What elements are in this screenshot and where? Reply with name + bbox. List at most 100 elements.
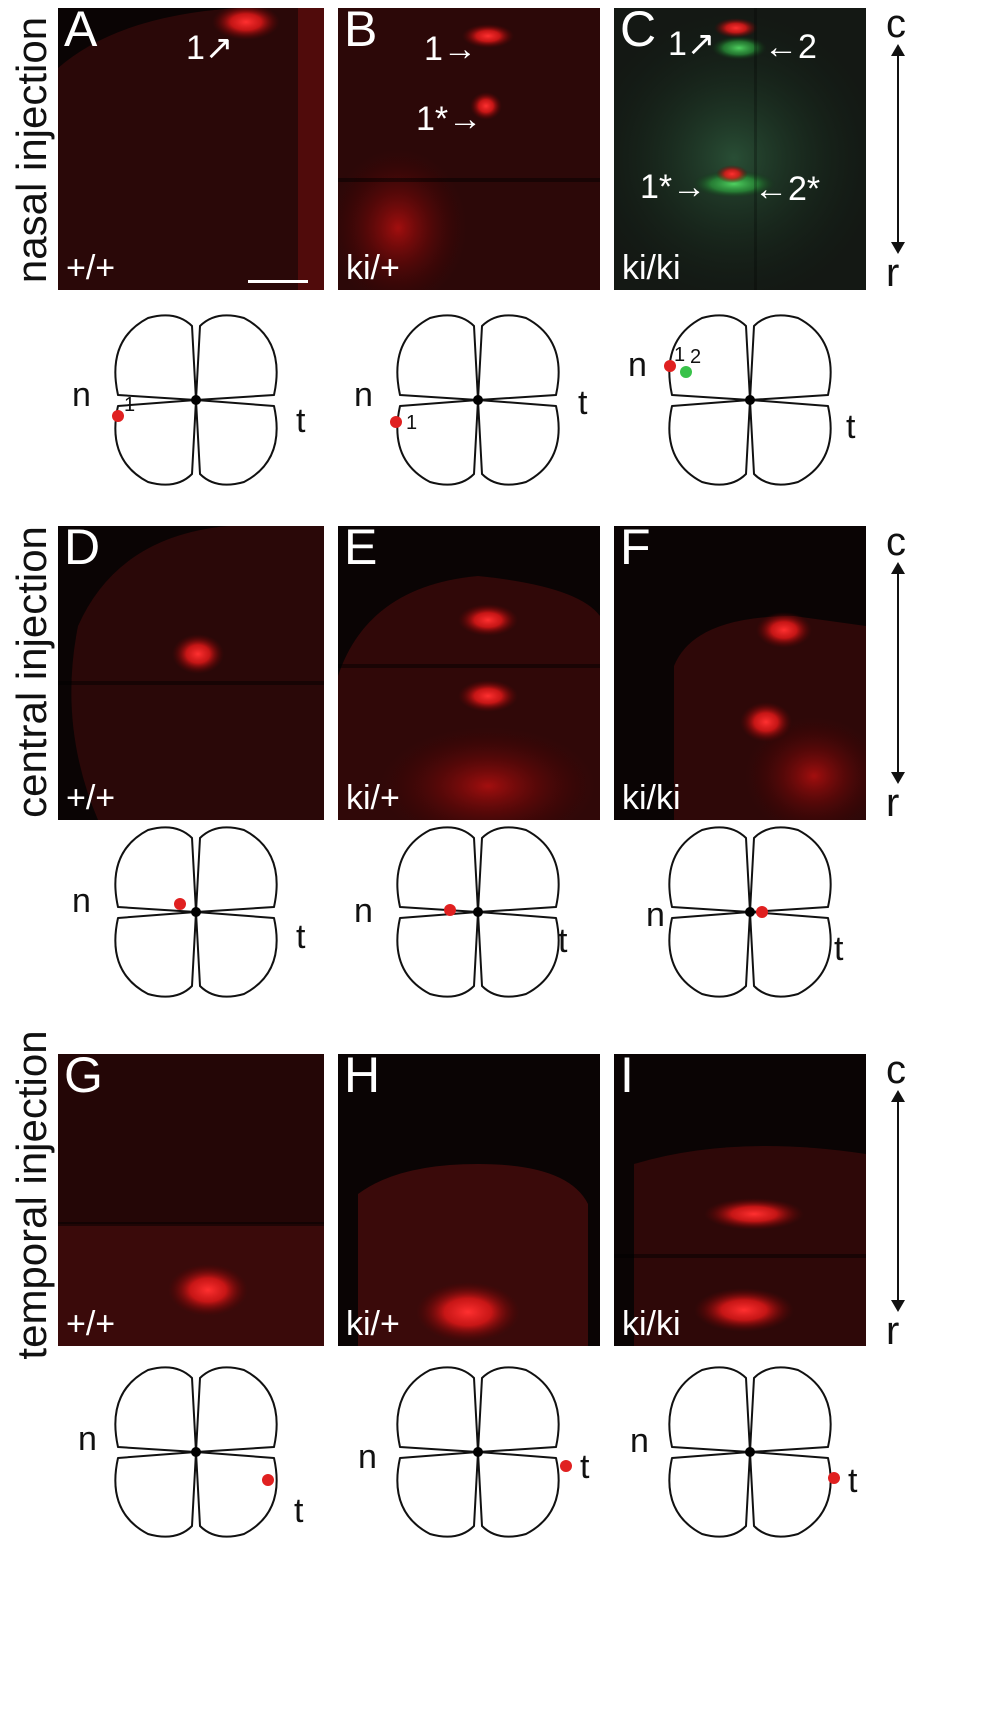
panel-a-letter: A xyxy=(64,8,98,57)
injection-site xyxy=(560,1460,572,1472)
panel-b-spot-1 xyxy=(462,24,514,48)
panel-c-spot-1-star xyxy=(716,165,748,183)
axis-rostral-label: r xyxy=(886,1309,900,1353)
injection-site xyxy=(444,904,456,916)
nasal-label: n xyxy=(72,376,91,414)
panel-g-fluorescence xyxy=(58,1054,324,1346)
optic-disk xyxy=(473,907,483,917)
temporal-label: t xyxy=(848,1462,858,1500)
panel-c-micrograph: C 1↗ ←2 1*→ ←2* ki/ki xyxy=(614,8,866,290)
panel-g-genotype: +/+ xyxy=(66,1305,116,1343)
optic-disk xyxy=(473,1447,483,1457)
panel-c-fluorescence xyxy=(614,8,866,290)
nasal-label: n xyxy=(354,376,373,414)
retina-diagram-i: n t xyxy=(630,1352,860,1552)
injection-site-1 xyxy=(664,360,676,372)
axis-caudal-rostral-row-3: c r xyxy=(878,1048,918,1354)
panel-i-genotype: ki/ki xyxy=(622,1305,681,1343)
panel-a-micrograph: A 1↗ +/+ xyxy=(58,8,324,290)
panel-h-genotype: ki/+ xyxy=(346,1305,400,1343)
panel-b-micrograph: B 1→ 1*→ ki/+ xyxy=(338,8,600,290)
nasal-label: n xyxy=(78,1420,97,1458)
optic-disk xyxy=(191,907,201,917)
temporal-label: t xyxy=(296,918,306,956)
panel-h-micrograph: H ki/+ xyxy=(338,1054,600,1346)
nasal-label: n xyxy=(72,882,91,920)
nasal-label: n xyxy=(628,346,647,384)
arrow-up-icon xyxy=(891,44,905,56)
panel-f-genotype: ki/ki xyxy=(622,779,681,817)
axis-caudal-rostral-row-1: c r xyxy=(878,2,918,296)
panel-i-letter: I xyxy=(620,1054,634,1103)
axis-caudal-label: c xyxy=(886,2,906,46)
arrow-icon: ↗ xyxy=(204,29,234,67)
panel-c-annotation-1: 1↗ xyxy=(668,25,716,63)
panel-b-annotation-1: 1→ xyxy=(424,30,477,68)
panel-a-annotation-1: 1↗ xyxy=(186,29,234,67)
nasal-label: n xyxy=(354,892,373,930)
optic-disk xyxy=(191,395,201,405)
temporal-label: t xyxy=(846,408,856,446)
optic-disk xyxy=(745,907,755,917)
panel-b-annotation-1-star: 1*→ xyxy=(416,100,483,138)
arrow-down-icon xyxy=(891,242,905,254)
arrow-icon: → xyxy=(448,100,483,138)
temporal-label: t xyxy=(580,1448,590,1486)
panel-f-micrograph: F ki/ki xyxy=(614,526,866,820)
nasal-label: n xyxy=(630,1422,649,1460)
injection-site-1 xyxy=(390,416,402,428)
retina-diagram-d: n t xyxy=(72,812,306,1012)
arrow-icon: ← xyxy=(764,28,798,66)
panel-c-annotation-2: ←2 xyxy=(764,28,817,66)
axis-caudal-label: c xyxy=(886,520,906,564)
arrow-down-icon xyxy=(891,1300,905,1312)
nasal-label: n xyxy=(646,896,665,934)
panel-i-spot-1 xyxy=(704,1198,804,1230)
panel-i-fluorescence xyxy=(634,1146,866,1346)
retina-diagram-h: n t xyxy=(358,1352,590,1552)
panel-h-label-spot xyxy=(416,1282,520,1342)
panel-c-genotype: ki/ki xyxy=(622,249,681,287)
axis-caudal-rostral-row-2: c r xyxy=(878,520,918,826)
panel-f-spot-1 xyxy=(756,612,812,648)
optic-disk xyxy=(745,395,755,405)
nasal-label: n xyxy=(358,1438,377,1476)
injection-site xyxy=(262,1474,274,1486)
arrow-up-icon xyxy=(891,1090,905,1102)
panel-e-spot-1 xyxy=(458,604,518,636)
axis-caudal-label: c xyxy=(886,1048,906,1092)
panel-e-spot-2 xyxy=(458,680,518,712)
retina-diagram-b: 1 n t xyxy=(354,300,588,500)
axis-rostral-label: r xyxy=(886,781,900,825)
panel-g-label-spot xyxy=(168,1264,248,1316)
arrow-icon: ← xyxy=(754,170,788,208)
panel-f-spot-2 xyxy=(740,702,792,742)
panel-d-micrograph: D +/+ xyxy=(58,526,324,820)
injection-site xyxy=(756,906,768,918)
axis-rostral-label: r xyxy=(886,251,900,295)
panel-e-letter: E xyxy=(344,526,378,575)
panel-d-genotype: +/+ xyxy=(66,779,116,817)
panel-a-genotype: +/+ xyxy=(66,249,116,287)
panel-g-letter: G xyxy=(64,1054,103,1103)
panel-d-fluorescence xyxy=(71,526,324,820)
panel-d-letter: D xyxy=(64,526,101,575)
arrow-icon: → xyxy=(442,30,477,68)
panel-a-label-spot xyxy=(212,8,280,40)
panel-i-spot-2 xyxy=(694,1288,794,1332)
panel-b-letter: B xyxy=(344,8,378,57)
retina-diagram-e: n t xyxy=(354,812,588,1012)
panel-a-fluorescence xyxy=(58,8,324,290)
panel-b-spot-1-star xyxy=(470,92,502,120)
injection-site-2 xyxy=(680,366,692,378)
panel-d-label-spot xyxy=(172,634,224,674)
panel-i-micrograph: I ki/ki xyxy=(614,1054,866,1346)
temporal-label: t xyxy=(834,930,844,968)
panel-e-genotype: ki/+ xyxy=(346,779,400,817)
optic-disk xyxy=(745,1447,755,1457)
panel-h-fluorescence xyxy=(358,1164,588,1346)
arrow-icon: → xyxy=(672,168,707,206)
injection-site xyxy=(828,1472,840,1484)
panel-f-letter: F xyxy=(620,526,651,575)
panel-c-spot-2 xyxy=(711,36,767,60)
